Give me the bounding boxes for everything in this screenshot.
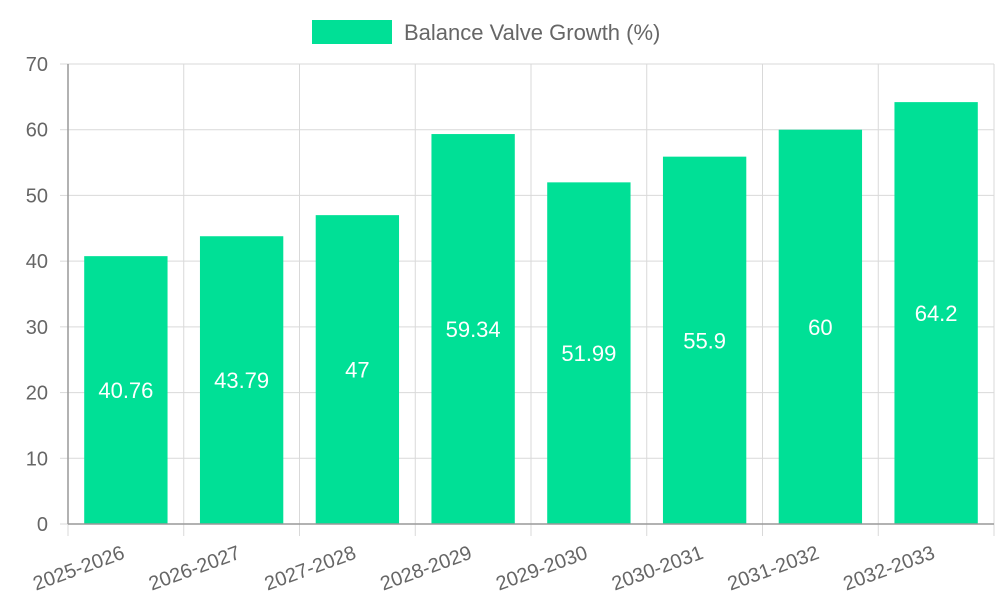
y-tick-label: 30 — [26, 317, 48, 339]
x-tick-label: 2026-2027 — [146, 542, 243, 595]
y-tick-label: 40 — [26, 251, 48, 273]
x-tick-label: 2031-2032 — [725, 542, 822, 595]
bar[interactable] — [894, 102, 978, 524]
bar[interactable] — [199, 236, 284, 525]
y-tick-label: 70 — [26, 54, 48, 76]
legend-swatch[interactable] — [312, 20, 392, 44]
bar[interactable] — [662, 156, 747, 524]
x-tick-label: 2030-2031 — [609, 542, 706, 595]
bars — [84, 102, 978, 525]
y-tick-label: 60 — [26, 120, 48, 142]
bar[interactable] — [778, 129, 863, 524]
bar-value-label: 64.2 — [915, 301, 958, 326]
x-tick-label: 2032-2033 — [840, 542, 937, 595]
y-tick-label: 10 — [26, 448, 48, 470]
data-labels: 40.76 43.79 47 59.34 51.99 55.9 60 64.2 — [98, 301, 957, 403]
bar-value-label: 55.9 — [683, 328, 726, 353]
legend[interactable]: Balance Valve Growth (%) — [312, 20, 660, 45]
bar[interactable] — [547, 182, 631, 524]
x-tick-label: 2025-2026 — [30, 542, 127, 595]
bar[interactable] — [315, 215, 400, 524]
bar[interactable] — [431, 134, 515, 524]
y-tick-label: 0 — [37, 514, 48, 536]
bar-value-label: 51.99 — [561, 341, 616, 366]
bar-value-label: 47 — [345, 358, 369, 383]
y-tick-label: 20 — [26, 383, 48, 405]
y-tick-label: 50 — [26, 185, 48, 207]
bar-value-label: 43.79 — [214, 368, 269, 393]
bar-value-label: 40.76 — [98, 378, 153, 403]
x-tick-label: 2027-2028 — [262, 542, 359, 595]
x-tick-label: 2028-2029 — [377, 542, 474, 595]
bar[interactable] — [84, 256, 168, 524]
x-tick-label: 2029-2030 — [493, 542, 590, 595]
bar-value-label: 60 — [808, 315, 832, 340]
legend-label[interactable]: Balance Valve Growth (%) — [404, 20, 660, 45]
bar-value-label: 59.34 — [446, 317, 501, 342]
